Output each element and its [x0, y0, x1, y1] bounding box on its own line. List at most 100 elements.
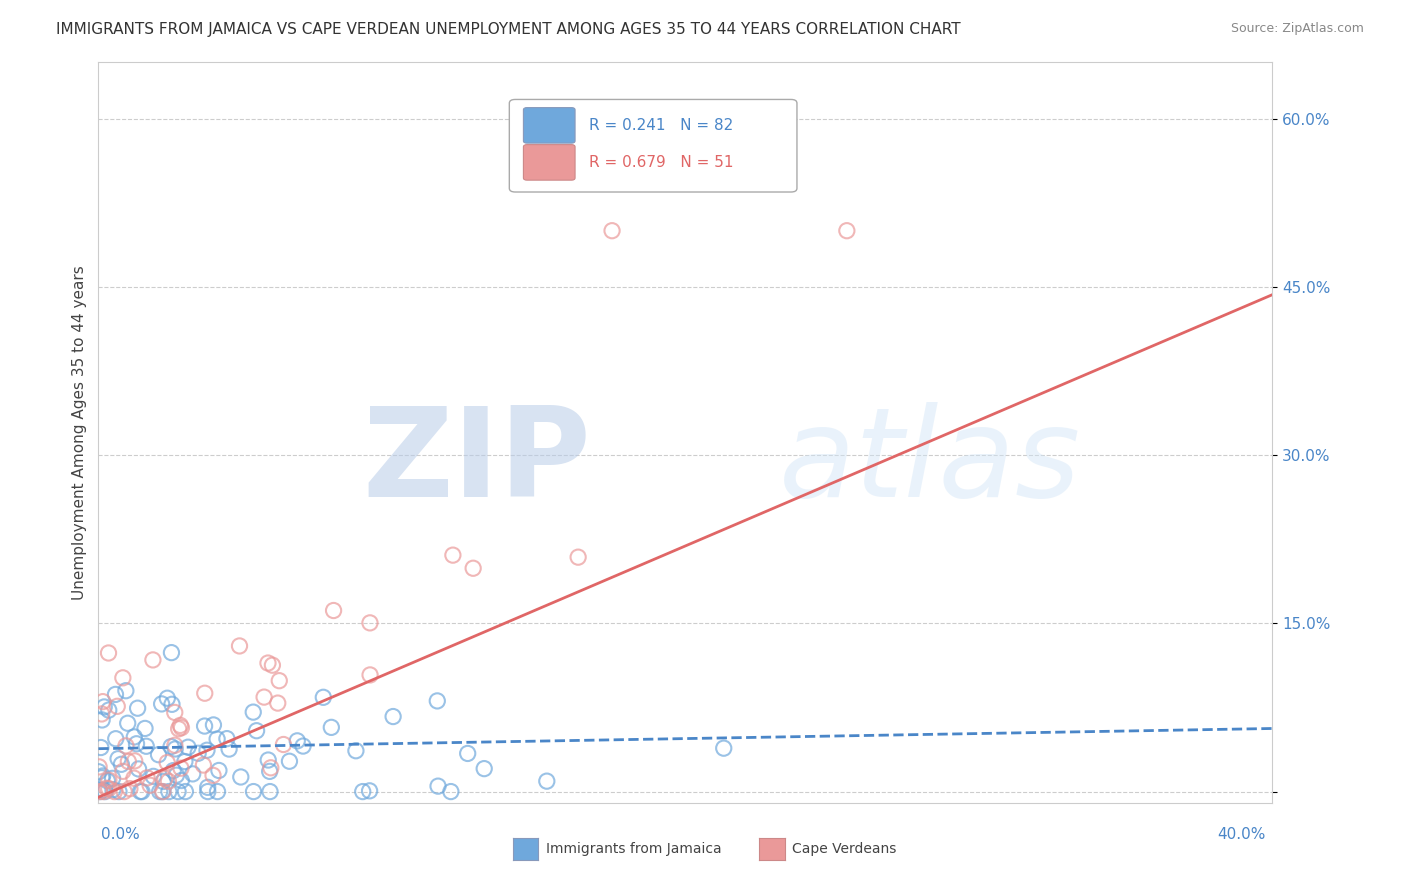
Point [463, 561, 485, 575]
Point [103, 784, 125, 798]
Text: R = 0.241   N = 82: R = 0.241 N = 82 [589, 118, 734, 133]
Point [170, 773, 193, 788]
Point [259, 784, 281, 798]
Point [160, 646, 183, 660]
Y-axis label: Unemployment Among Ages 35 to 44 years: Unemployment Among Ages 35 to 44 years [72, 265, 87, 600]
Point [194, 686, 217, 700]
Point [173, 755, 195, 769]
Point [112, 784, 135, 798]
Point [278, 754, 301, 768]
Point [90, 706, 112, 721]
Point [118, 781, 141, 796]
Point [91, 713, 114, 727]
Point [567, 550, 589, 565]
Point [202, 768, 225, 782]
Point [87, 764, 110, 779]
Point [110, 757, 132, 772]
Point [167, 722, 190, 736]
Point [142, 769, 165, 783]
Point [427, 779, 450, 793]
Point [129, 784, 152, 798]
Point [359, 668, 381, 682]
Point [157, 774, 180, 789]
Point [91, 783, 114, 797]
Point [202, 718, 225, 732]
Point [91, 784, 114, 798]
Text: 0.0%: 0.0% [101, 827, 141, 841]
Point [128, 762, 150, 776]
Point [218, 742, 240, 756]
Point [205, 732, 228, 747]
Point [104, 687, 127, 701]
Point [165, 768, 187, 782]
Point [187, 746, 209, 760]
Point [208, 764, 231, 778]
Point [96, 781, 118, 796]
Point [101, 782, 124, 797]
Point [97, 646, 120, 660]
Text: Immigrants from Jamaica: Immigrants from Jamaica [546, 842, 721, 856]
Point [229, 770, 252, 784]
Point [285, 734, 308, 748]
Point [472, 762, 495, 776]
Point [115, 739, 138, 753]
Point [215, 731, 238, 746]
Point [242, 705, 264, 719]
Point [156, 691, 179, 706]
Point [124, 730, 146, 744]
FancyBboxPatch shape [523, 145, 575, 180]
Point [149, 784, 172, 798]
Point [108, 784, 131, 798]
Point [382, 709, 405, 723]
Point [97, 773, 120, 788]
Text: IMMIGRANTS FROM JAMAICA VS CAPE VERDEAN UNEMPLOYMENT AMONG AGES 35 TO 44 YEARS C: IMMIGRANTS FROM JAMAICA VS CAPE VERDEAN … [56, 22, 960, 37]
Point [156, 756, 179, 770]
Point [104, 731, 127, 746]
Point [193, 758, 215, 772]
Point [165, 742, 187, 756]
Point [124, 754, 146, 768]
Point [197, 784, 219, 798]
Point [136, 771, 159, 785]
Point [97, 781, 120, 796]
Point [91, 769, 114, 783]
Point [322, 603, 344, 617]
Point [139, 778, 162, 792]
Point [269, 673, 291, 688]
Point [426, 694, 449, 708]
Point [457, 747, 479, 761]
Point [177, 740, 200, 755]
Point [536, 774, 558, 789]
Text: ZIP: ZIP [363, 401, 592, 523]
Point [195, 743, 218, 757]
Point [440, 784, 463, 798]
Point [267, 696, 290, 710]
Point [259, 764, 281, 779]
Point [713, 741, 735, 756]
Point [93, 700, 115, 714]
Point [167, 784, 190, 798]
Point [163, 738, 186, 752]
Text: Source: ZipAtlas.com: Source: ZipAtlas.com [1230, 22, 1364, 36]
Point [359, 615, 381, 630]
Point [253, 690, 276, 705]
Point [257, 656, 280, 670]
Point [135, 739, 157, 754]
Point [163, 706, 186, 720]
Text: atlas: atlas [779, 401, 1081, 523]
Point [94, 784, 117, 798]
Point [101, 772, 124, 786]
Point [257, 753, 280, 767]
Point [835, 224, 858, 238]
Point [89, 760, 111, 774]
Point [352, 784, 374, 798]
Point [228, 639, 250, 653]
Point [97, 703, 120, 717]
Point [96, 773, 118, 788]
Point [131, 784, 153, 798]
Point [152, 784, 174, 798]
Point [115, 683, 138, 698]
Point [194, 719, 217, 733]
FancyBboxPatch shape [523, 108, 575, 143]
Point [600, 224, 623, 238]
